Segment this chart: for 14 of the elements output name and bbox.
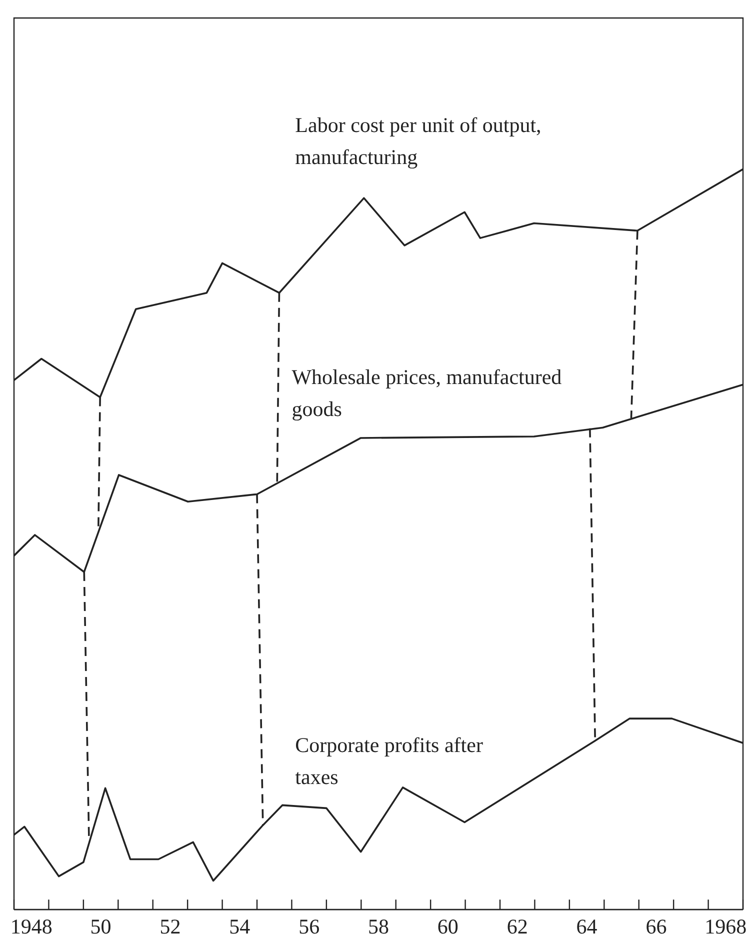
series-label: Wholesale prices, manufactured goods [292, 365, 562, 421]
text: Labor cost per unit of output, manufacturing [295, 113, 542, 169]
x-tick-label: 62 [506, 914, 528, 939]
x-tick-label: 66 [646, 914, 667, 939]
x-tick-label: 60 [437, 914, 458, 939]
x-tick-label: 56 [298, 914, 320, 939]
x-tick-label: 52 [160, 914, 181, 939]
x-tick-label: 64 [576, 914, 598, 939]
x-tick-label: 58 [368, 914, 389, 939]
series-label: Corporate profits after taxes [295, 733, 483, 789]
x-tick-label: 50 [90, 914, 112, 939]
x-tick-label: 1968 [704, 914, 747, 939]
x-tick-label: 1948 [10, 914, 52, 939]
x-tick-label: 54 [229, 914, 251, 939]
